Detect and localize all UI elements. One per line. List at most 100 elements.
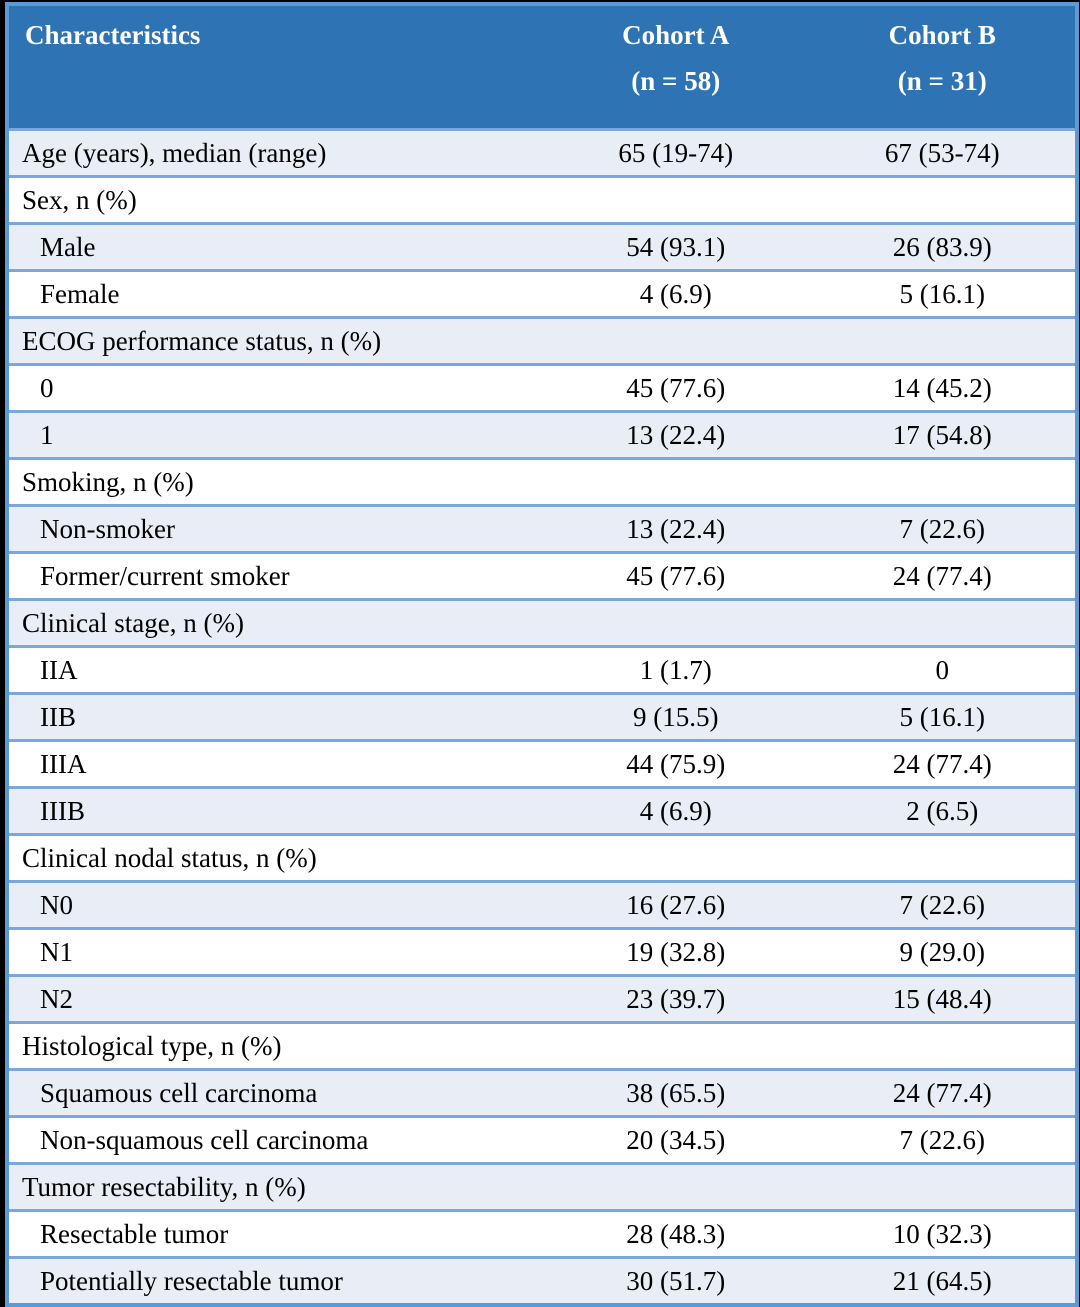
table-row: Non-squamous cell carcinoma 20 (34.5) 7 … — [7, 1115, 1077, 1164]
cohort-a-value: 9 (15.5) — [542, 692, 810, 741]
cohort-a-value: 45 (77.6) — [542, 363, 810, 412]
row-label: IIA — [7, 645, 542, 694]
cohort-a-value: 54 (93.1) — [542, 222, 810, 271]
cohort-a-value: 13 (22.4) — [542, 410, 810, 459]
row-label: IIIA — [7, 739, 542, 788]
cohort-a-value: 28 (48.3) — [542, 1209, 810, 1258]
cohort-b-title: Cohort B — [888, 20, 996, 50]
row-label: Clinical stage, n (%) — [7, 598, 542, 647]
table-row: IIIB 4 (6.9) 2 (6.5) — [7, 786, 1077, 835]
row-label: 1 — [7, 410, 542, 459]
row-label: ECOG performance status, n (%) — [7, 316, 542, 365]
row-label: Tumor resectability, n (%) — [7, 1162, 542, 1211]
cohort-b-value: 2 (6.5) — [809, 786, 1077, 835]
cohort-b-value — [809, 316, 1077, 365]
row-label: IIIB — [7, 786, 542, 835]
table-row: IIA 1 (1.7) 0 — [7, 645, 1077, 694]
cohort-b-value: 10 (32.3) — [809, 1209, 1077, 1258]
table-row: Clinical nodal status, n (%) — [7, 833, 1077, 882]
cohort-b-value — [809, 1162, 1077, 1211]
row-label: Non-squamous cell carcinoma — [7, 1115, 542, 1164]
table-row: N0 16 (27.6) 7 (22.6) — [7, 880, 1077, 929]
row-label: Age (years), median (range) — [7, 128, 542, 177]
cohort-b-value: 24 (77.4) — [809, 551, 1077, 600]
table-row: N2 23 (39.7) 15 (48.4) — [7, 974, 1077, 1023]
table-row: Age (years), median (range) 65 (19-74) 6… — [7, 128, 1077, 177]
cohort-b-value: 14 (45.2) — [809, 363, 1077, 412]
row-label: Former/current smoker — [7, 551, 542, 600]
cohort-a-value — [542, 457, 810, 506]
cohort-a-value: 30 (51.7) — [542, 1256, 810, 1305]
table-row: IIIA 44 (75.9) 24 (77.4) — [7, 739, 1077, 788]
cohort-b-value: 7 (22.6) — [809, 880, 1077, 929]
cohort-a-value: 65 (19-74) — [542, 128, 810, 177]
cohort-b-value: 5 (16.1) — [809, 269, 1077, 318]
cohort-a-value: 23 (39.7) — [542, 974, 810, 1023]
cohort-b-value: 24 (77.4) — [809, 1068, 1077, 1117]
table-row: Tumor resectability, n (%) — [7, 1162, 1077, 1211]
table-row: Potentially resectable tumor 30 (51.7) 2… — [7, 1256, 1077, 1305]
cohort-b-value: 7 (22.6) — [809, 504, 1077, 553]
row-label: 0 — [7, 363, 542, 412]
header-characteristics-label: Characteristics — [25, 20, 201, 50]
row-label: N1 — [7, 927, 542, 976]
table-row: Female 4 (6.9) 5 (16.1) — [7, 269, 1077, 318]
row-label: Potentially resectable tumor — [7, 1256, 542, 1305]
row-label: Sex, n (%) — [7, 175, 542, 224]
row-label: Smoking, n (%) — [7, 457, 542, 506]
table-row: N1 19 (32.8) 9 (29.0) — [7, 927, 1077, 976]
row-label: Clinical nodal status, n (%) — [7, 833, 542, 882]
cohort-a-value — [542, 1021, 810, 1070]
cohort-a-value — [542, 598, 810, 647]
header-cohort-a: Cohort A (n = 58) — [542, 4, 810, 130]
row-label: N0 — [7, 880, 542, 929]
table-frame: Characteristics Cohort A (n = 58) Cohort… — [5, 2, 1079, 1307]
cohort-b-value — [809, 833, 1077, 882]
row-label: IIB — [7, 692, 542, 741]
cohort-b-value — [809, 175, 1077, 224]
cohort-b-value: 26 (83.9) — [809, 222, 1077, 271]
cohort-b-value: 15 (48.4) — [809, 974, 1077, 1023]
cohort-a-value: 38 (65.5) — [542, 1068, 810, 1117]
row-label: Male — [7, 222, 542, 271]
table-row: 1 13 (22.4) 17 (54.8) — [7, 410, 1077, 459]
cohort-a-value: 44 (75.9) — [542, 739, 810, 788]
cohort-a-value: 4 (6.9) — [542, 786, 810, 835]
cohort-a-title: Cohort A — [622, 20, 730, 50]
table-row: Sex, n (%) — [7, 175, 1077, 224]
header-characteristics: Characteristics — [7, 4, 542, 130]
cohort-b-value: 0 — [809, 645, 1077, 694]
cohort-a-value — [542, 175, 810, 224]
cohort-b-value: 21 (64.5) — [809, 1256, 1077, 1305]
cohort-b-value: 9 (29.0) — [809, 927, 1077, 976]
header-row: Characteristics Cohort A (n = 58) Cohort… — [7, 4, 1077, 130]
cohort-a-value: 19 (32.8) — [542, 927, 810, 976]
cohort-b-value — [809, 1021, 1077, 1070]
cohort-b-n: (n = 31) — [897, 66, 987, 96]
cohort-a-value: 16 (27.6) — [542, 880, 810, 929]
row-label: Female — [7, 269, 542, 318]
row-label: Squamous cell carcinoma — [7, 1068, 542, 1117]
cohort-a-value: 4 (6.9) — [542, 269, 810, 318]
patient-characteristics-table: Characteristics Cohort A (n = 58) Cohort… — [5, 2, 1079, 1307]
table-row: IIB 9 (15.5) 5 (16.1) — [7, 692, 1077, 741]
row-label: Histological type, n (%) — [7, 1021, 542, 1070]
table-row: 0 45 (77.6) 14 (45.2) — [7, 363, 1077, 412]
table-row: Clinical stage, n (%) — [7, 598, 1077, 647]
table-row: ECOG performance status, n (%) — [7, 316, 1077, 365]
cohort-a-value — [542, 316, 810, 365]
table-row: Male 54 (93.1) 26 (83.9) — [7, 222, 1077, 271]
table-row: Former/current smoker 45 (77.6) 24 (77.4… — [7, 551, 1077, 600]
row-label: Non-smoker — [7, 504, 542, 553]
cohort-a-value — [542, 1162, 810, 1211]
header-cohort-b: Cohort B (n = 31) — [809, 4, 1077, 130]
cohort-b-value: 5 (16.1) — [809, 692, 1077, 741]
cohort-b-value — [809, 457, 1077, 506]
cohort-b-value: 67 (53-74) — [809, 128, 1077, 177]
cohort-a-value: 1 (1.7) — [542, 645, 810, 694]
cohort-a-n: (n = 58) — [631, 66, 721, 96]
table-row: Smoking, n (%) — [7, 457, 1077, 506]
cohort-a-value: 45 (77.6) — [542, 551, 810, 600]
cohort-a-value: 20 (34.5) — [542, 1115, 810, 1164]
table-row: Squamous cell carcinoma 38 (65.5) 24 (77… — [7, 1068, 1077, 1117]
